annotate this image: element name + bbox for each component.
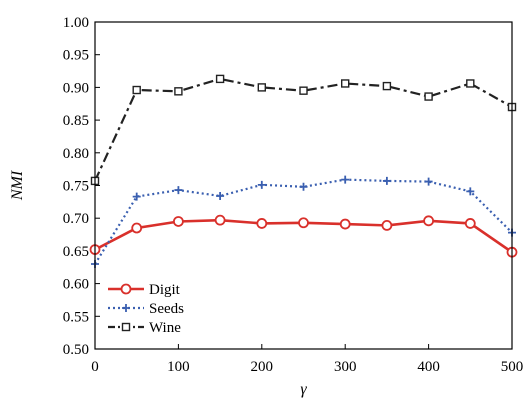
- legend-label-digit: Digit: [149, 282, 181, 298]
- x-tick-label: 0: [91, 359, 99, 375]
- legend: Digit Seeds Wine: [108, 282, 184, 336]
- series-digit: [89, 214, 518, 258]
- legend-label-wine: Wine: [149, 320, 181, 336]
- y-tick-label: 0.80: [63, 146, 89, 162]
- data-point-seeds: [257, 180, 266, 189]
- data-point-digit: [131, 222, 143, 234]
- data-point-seeds: [466, 187, 475, 196]
- legend-item-wine: Wine: [108, 320, 181, 336]
- x-axis-ticks: 0 100 200 300 400 500: [91, 344, 523, 375]
- legend-item-digit: Digit: [108, 282, 181, 298]
- x-tick-label: 400: [417, 359, 440, 375]
- data-point-digit: [172, 216, 184, 227]
- legend-label-seeds: Seeds: [149, 301, 184, 317]
- data-point-wine: [132, 85, 141, 95]
- y-axis-title: NMI: [9, 170, 26, 201]
- y-tick-label: 0.55: [63, 309, 89, 325]
- data-point-wine: [341, 79, 350, 88]
- legend-marker-seeds: [122, 304, 130, 312]
- data-point-seeds: [424, 177, 433, 186]
- x-tick-label: 500: [501, 359, 524, 375]
- data-point-wine: [466, 79, 475, 88]
- data-point-digit: [298, 217, 309, 229]
- y-tick-label: 0.60: [63, 277, 89, 293]
- data-point-seeds: [382, 176, 391, 185]
- data-point-digit: [464, 218, 476, 229]
- data-point-digit: [381, 219, 393, 231]
- data-point-digit: [214, 214, 226, 226]
- data-point-seeds: [174, 186, 183, 195]
- data-point-seeds: [341, 175, 350, 184]
- data-point-wine: [257, 83, 266, 92]
- x-axis-title: γ: [300, 381, 307, 398]
- data-point-wine: [424, 92, 433, 101]
- data-point-seeds: [299, 182, 308, 191]
- data-point-wine: [215, 74, 225, 84]
- legend-item-seeds: Seeds: [108, 301, 184, 317]
- data-point-wine: [174, 87, 183, 96]
- y-tick-label: 0.70: [63, 211, 89, 227]
- y-tick-label: 0.95: [63, 48, 89, 64]
- data-point-seeds: [216, 191, 225, 200]
- x-tick-label: 200: [251, 359, 274, 375]
- series-line-wine: [94, 77, 513, 182]
- plot-frame: [94, 21, 513, 350]
- legend-marker-digit: [120, 283, 132, 295]
- x-tick-label: 300: [334, 359, 357, 375]
- series-layer: [89, 74, 518, 268]
- legend-marker-wine: [121, 322, 131, 332]
- x-tick-label: 100: [167, 359, 190, 375]
- y-tick-label: 0.65: [63, 244, 89, 260]
- y-tick-label: 0.90: [63, 80, 89, 96]
- data-point-wine: [299, 86, 308, 95]
- data-point-wine: [382, 81, 392, 91]
- data-point-digit: [423, 215, 435, 227]
- y-tick-label: 1.00: [63, 15, 89, 31]
- y-tick-label: 0.50: [63, 342, 89, 358]
- y-tick-label: 0.75: [63, 179, 89, 195]
- data-point-digit: [339, 218, 351, 230]
- data-point-digit: [256, 218, 268, 229]
- data-point-seeds: [132, 192, 141, 201]
- series-wine: [90, 74, 517, 186]
- y-axis-ticks: 0.50 0.55 0.60 0.65 0.70 0.75 0.80 0.85 0.90 0.95…: [63, 15, 100, 358]
- y-tick-label: 0.85: [63, 113, 89, 129]
